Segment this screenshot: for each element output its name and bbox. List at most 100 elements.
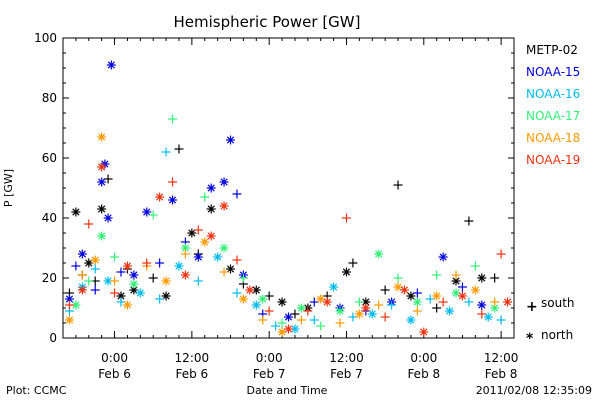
point-metp-02-north <box>84 258 94 268</box>
x-tick-label-time: 12:00 <box>484 351 519 365</box>
point-noaa-16-south <box>116 297 126 307</box>
point-noaa-15-north <box>142 207 152 217</box>
point-noaa-18-north <box>277 327 287 337</box>
point-metp-02-north <box>277 297 287 307</box>
point-noaa-15-south <box>90 285 100 295</box>
point-noaa-19-south <box>477 309 487 319</box>
point-noaa-18-north <box>393 282 403 292</box>
point-metp-02-north <box>187 228 197 238</box>
point-noaa-18-north <box>354 309 364 319</box>
point-metp-02-north <box>451 276 461 286</box>
point-noaa-16-south <box>155 294 165 304</box>
point-noaa-17-north <box>412 297 422 307</box>
point-metp-02-south <box>148 273 158 283</box>
y-tick-label: 40 <box>42 211 57 225</box>
point-noaa-16-north <box>174 261 184 271</box>
x-tick-label-time: 12:00 <box>175 351 210 365</box>
point-noaa-18-south <box>110 276 120 286</box>
point-noaa-15-north <box>193 252 203 262</box>
point-noaa-17-north <box>71 300 81 310</box>
point-metp-02-north <box>206 204 216 214</box>
point-metp-02-south <box>380 285 390 295</box>
point-noaa-18-south <box>219 267 229 277</box>
point-noaa-16-south <box>387 300 397 310</box>
point-noaa-18-north <box>161 276 171 286</box>
point-noaa-18-south <box>412 306 422 316</box>
y-tick-label: 0 <box>49 331 57 345</box>
y-axis-label: P [GW] <box>2 169 15 207</box>
point-noaa-16-south <box>425 294 435 304</box>
point-noaa-17-south <box>432 270 442 280</box>
point-noaa-15-south <box>71 261 81 271</box>
point-noaa-17-north <box>180 243 190 253</box>
y-tick-label: 20 <box>42 271 57 285</box>
point-noaa-15-north <box>284 312 293 322</box>
point-noaa-15-north <box>129 270 139 280</box>
x-tick-label-time: 0:00 <box>101 351 128 365</box>
point-noaa-16-south <box>90 264 100 274</box>
point-noaa-19-north <box>419 327 429 337</box>
point-noaa-16-north <box>367 309 377 319</box>
point-noaa-19-north <box>399 285 409 295</box>
x-axis: 0:00 Feb 6 12:00 Feb 6 0:00 Feb 7 12:00 Feb 7 0:… <box>62 38 519 381</box>
point-noaa-16-north <box>251 300 261 310</box>
point-noaa-16-south <box>309 315 319 325</box>
point-metp-02-north <box>477 273 487 283</box>
point-noaa-17-south <box>110 252 120 262</box>
point-noaa-19-north <box>457 291 467 301</box>
point-noaa-15-south <box>232 189 242 199</box>
point-noaa-15-south <box>457 282 467 292</box>
marker-legend-south: south <box>541 296 575 310</box>
point-noaa-18-north <box>316 294 326 304</box>
point-noaa-19-north <box>219 201 229 211</box>
point-noaa-19-north <box>361 303 371 313</box>
point-noaa-17-north <box>374 249 384 259</box>
marker-legend-symbol: * <box>526 331 534 347</box>
point-noaa-19-north <box>155 192 165 202</box>
point-noaa-15-north <box>106 60 116 70</box>
point-noaa-19-north <box>245 285 255 295</box>
point-noaa-19-south <box>232 255 242 265</box>
point-noaa-16-north <box>406 315 416 325</box>
point-noaa-19-south <box>110 288 120 298</box>
point-noaa-19-south <box>496 249 506 259</box>
point-metp-02-north <box>97 204 107 214</box>
point-noaa-15-north <box>103 213 113 223</box>
point-noaa-17-north <box>97 231 107 241</box>
point-noaa-17-south <box>393 273 403 283</box>
plot-timestamp: 2011/02/08 12:35:09 <box>476 384 592 397</box>
point-noaa-18-north <box>90 255 100 265</box>
point-noaa-16-south <box>232 288 242 298</box>
point-noaa-17-north <box>296 303 306 313</box>
point-noaa-15-south <box>309 297 319 307</box>
point-noaa-15-north <box>477 300 487 310</box>
point-noaa-16-south <box>496 315 506 325</box>
point-noaa-16-north <box>329 282 339 292</box>
point-noaa-18-north <box>238 294 248 304</box>
chart-title: Hemispheric Power [GW] <box>174 13 361 31</box>
point-noaa-18-south <box>490 297 500 307</box>
point-noaa-15-north <box>77 249 87 259</box>
point-noaa-18-south <box>258 315 268 325</box>
marker-legend-symbol: + <box>526 299 538 315</box>
x-tick-label-date: Feb 8 <box>485 367 518 381</box>
x-tick-label-date: Feb 7 <box>253 367 286 381</box>
point-noaa-17-north <box>451 288 461 298</box>
point-noaa-19-north <box>180 270 190 280</box>
x-tick-label-date: Feb 6 <box>176 367 209 381</box>
point-noaa-19-south <box>264 306 274 316</box>
point-noaa-15-north <box>206 183 216 193</box>
point-noaa-16-south <box>271 321 281 331</box>
point-noaa-19-south <box>193 225 203 235</box>
legend-item-noaa-19: NOAA-19 <box>526 153 580 167</box>
point-noaa-18-north <box>432 291 442 301</box>
point-noaa-19-south <box>303 306 313 316</box>
x-axis-label: Date and Time <box>247 384 328 397</box>
point-metp-02-south <box>393 180 403 190</box>
point-noaa-18-north <box>200 237 210 247</box>
point-metp-02-south <box>103 174 113 184</box>
point-metp-02-south <box>464 216 474 226</box>
x-tick-label-time: 12:00 <box>329 351 364 365</box>
point-noaa-15-north <box>168 195 178 205</box>
